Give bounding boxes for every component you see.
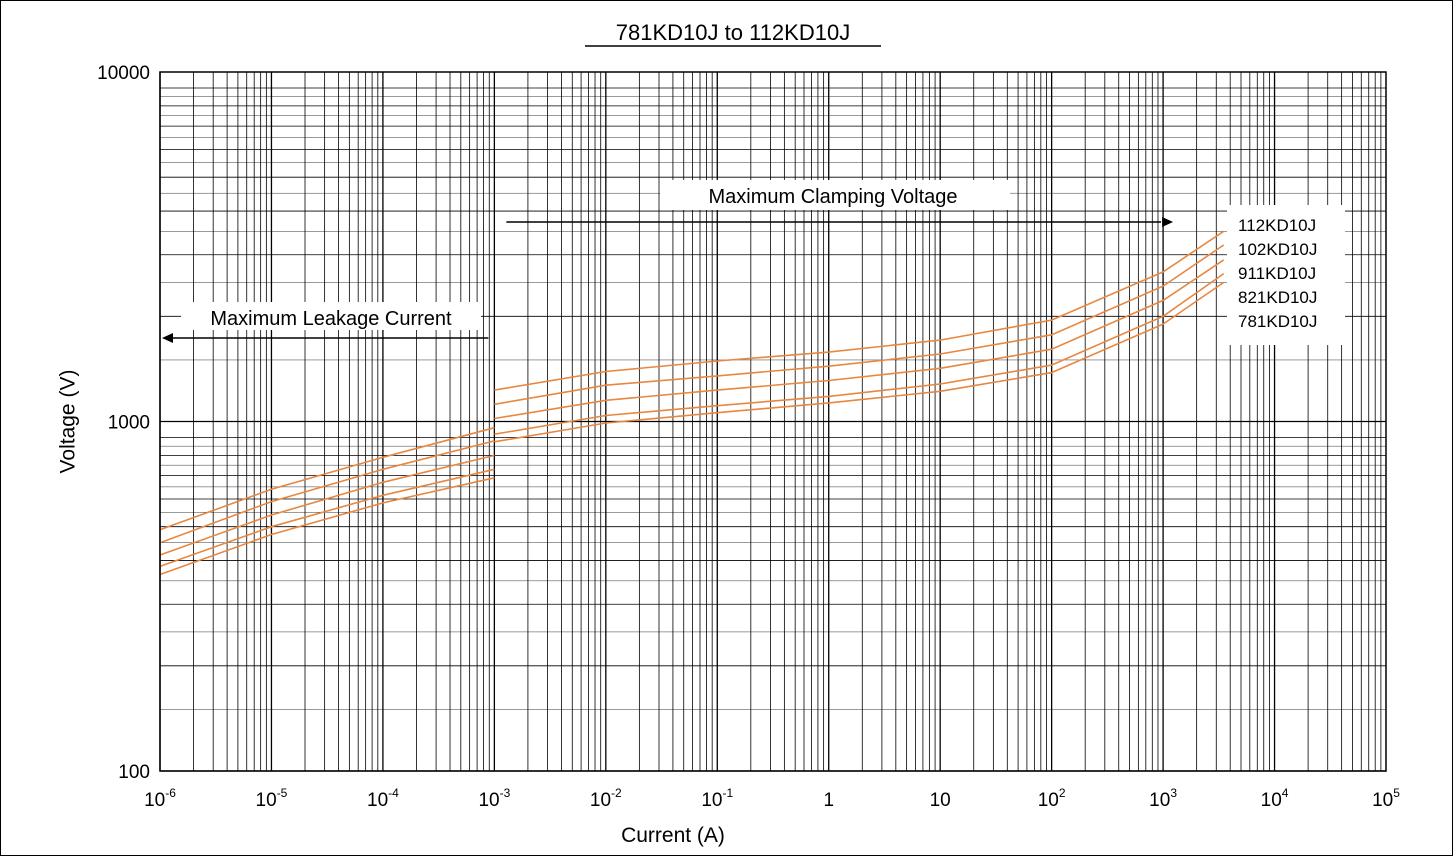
x-tick-label: 1 xyxy=(823,790,834,811)
x-tick-label: 10-5 xyxy=(256,786,288,811)
grid-lines xyxy=(159,72,1386,772)
series-line-112KD10J-clamping xyxy=(494,230,1225,391)
y-tick-labels: 100 1000 10000 xyxy=(97,63,150,783)
series-line-102KD10J-clamping xyxy=(494,244,1225,406)
annotations: Maximum Leakage Current Maximum Clamping… xyxy=(162,180,1174,343)
x-tick-label: 10-1 xyxy=(701,786,733,811)
x-tick-label: 10-4 xyxy=(367,786,399,811)
y-tick-label: 100 xyxy=(118,762,150,783)
legend-background xyxy=(1227,205,1345,345)
clamping-arrow-head xyxy=(1162,217,1174,227)
legend-label: 911KD10J xyxy=(1238,264,1316,283)
leakage-annotation-background xyxy=(181,302,481,330)
x-tick-label: 10-2 xyxy=(590,786,622,811)
legend-label: 102KD10J xyxy=(1238,240,1317,259)
leakage-arrow-head xyxy=(162,333,173,343)
x-tick-labels: 10-6 10-5 10-4 10-3 10-2 10-1 1 10 102 103 104 105 xyxy=(144,786,1400,811)
x-tick-label: 105 xyxy=(1372,786,1400,811)
x-tick-label: 10 xyxy=(930,790,951,811)
series-legend: 112KD10J 102KD10J 911KD10J 821KD10J 781KD10J xyxy=(1227,205,1345,345)
y-tick-label: 10000 xyxy=(97,63,150,84)
legend-label: 821KD10J xyxy=(1238,288,1317,307)
series-line-911KD10J-clamping xyxy=(494,259,1225,420)
series-line-911KD10J-leakage xyxy=(159,454,495,556)
y-axis-label: Voltage (V) xyxy=(56,370,79,474)
y-tick-label: 1000 xyxy=(108,413,150,434)
series-line-112KD10J-leakage xyxy=(159,426,495,531)
x-tick-label: 104 xyxy=(1261,786,1289,811)
legend-label: 112KD10J xyxy=(1238,216,1316,235)
series-line-821KD10J-leakage xyxy=(159,468,495,568)
x-axis-label: Current (A) xyxy=(621,824,725,847)
series-line-781KD10J-clamping xyxy=(494,281,1225,443)
clamping-annotation-background xyxy=(660,180,1010,210)
x-tick-label: 102 xyxy=(1038,786,1066,811)
x-tick-label: 103 xyxy=(1149,786,1177,811)
series-line-102KD10J-leakage xyxy=(159,440,495,544)
chart-title: 781KD10J to 112KD10J xyxy=(616,20,850,45)
plot-area-border xyxy=(159,71,1387,772)
clamping-annotation-label: Maximum Clamping Voltage xyxy=(709,186,958,208)
legend-label: 781KD10J xyxy=(1238,312,1317,331)
series-line-821KD10J-clamping xyxy=(494,272,1225,435)
leakage-annotation-label: Maximum Leakage Current xyxy=(210,308,452,330)
x-tick-label: 10-6 xyxy=(144,786,176,811)
x-tick-label: 10-3 xyxy=(478,786,510,811)
series-layer xyxy=(159,230,1225,576)
series-line-781KD10J-leakage xyxy=(159,477,495,576)
